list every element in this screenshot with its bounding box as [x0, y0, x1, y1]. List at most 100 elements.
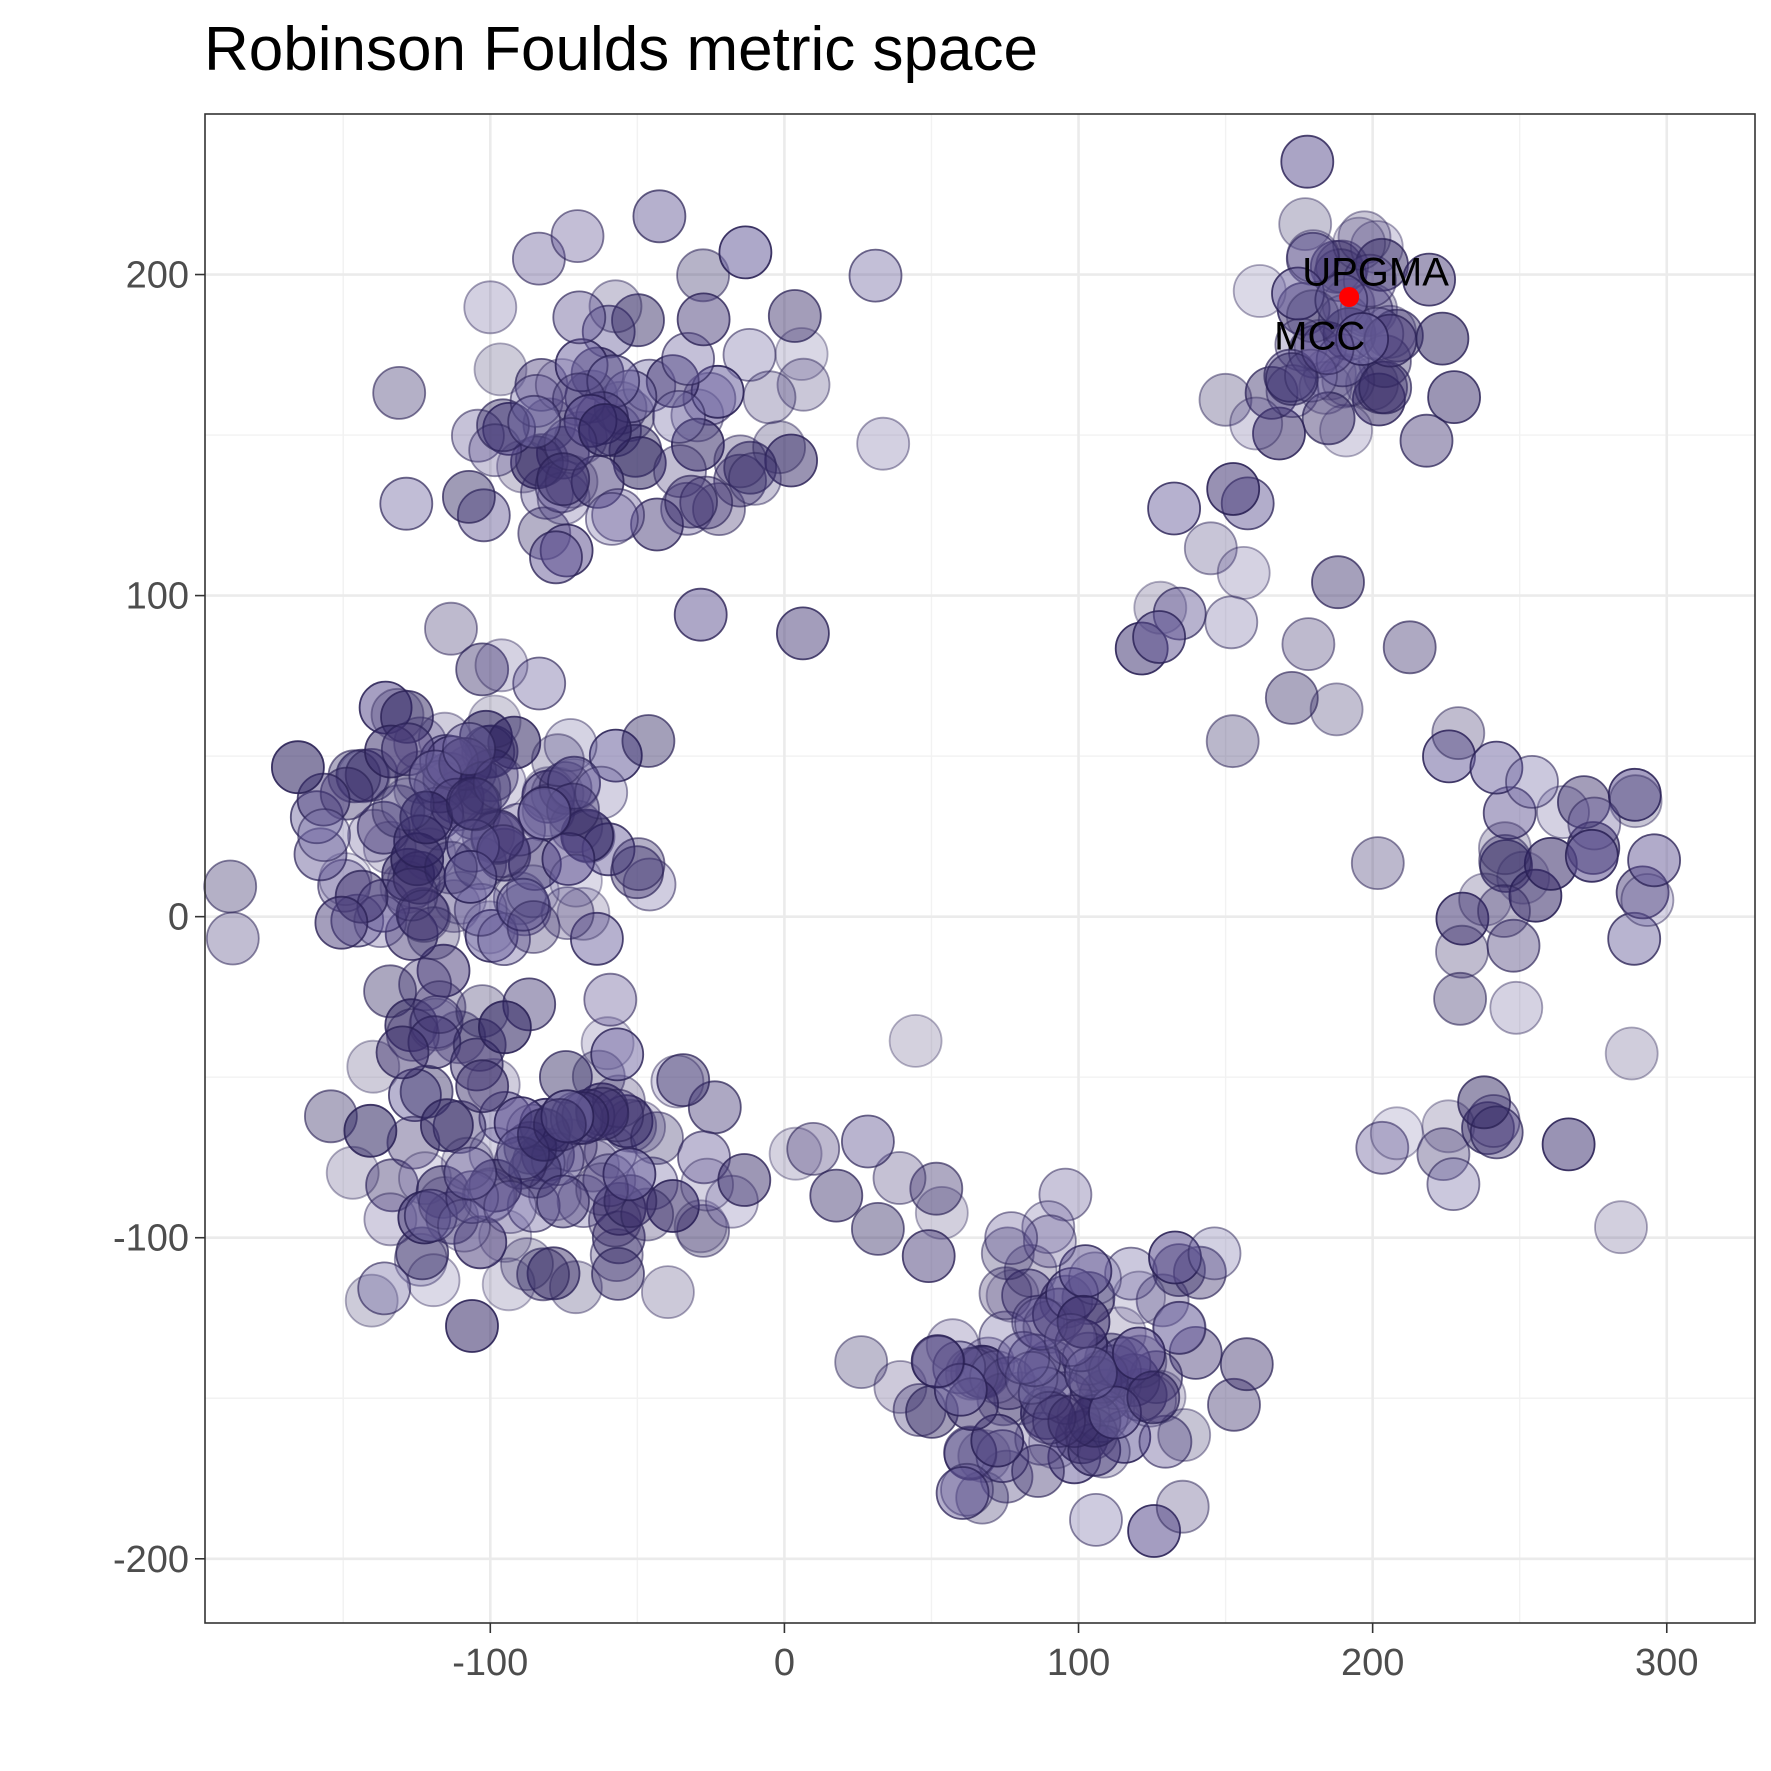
scatter-point — [500, 1237, 554, 1291]
scatter-point — [442, 722, 496, 776]
scatter-point — [856, 416, 911, 471]
annotation-label: MCC — [1274, 315, 1365, 359]
scatter-point — [940, 1462, 994, 1517]
scatter-point — [539, 523, 594, 578]
scatter-point — [728, 451, 782, 506]
scatter-point — [588, 279, 643, 334]
scatter-point — [1478, 834, 1532, 888]
scatter-point — [585, 492, 639, 546]
scatter-point — [364, 724, 418, 779]
scatter-point — [550, 209, 605, 264]
scatter-point — [473, 342, 528, 397]
scatter-point — [909, 1161, 964, 1216]
scatter-point — [1350, 836, 1405, 890]
scatter-point — [575, 1162, 629, 1216]
scatter-point — [1138, 1414, 1193, 1469]
scatter-point — [1286, 229, 1341, 284]
scatter-point — [1183, 521, 1238, 576]
scatter-point — [1332, 216, 1386, 271]
scatter-point — [1615, 865, 1670, 920]
scatter-point — [1594, 1200, 1648, 1255]
scatter-point — [578, 403, 632, 457]
scatter-point — [529, 530, 583, 585]
scatter-point — [646, 1179, 700, 1233]
scatter-point — [528, 1167, 582, 1222]
scatter-point — [786, 1122, 841, 1176]
highlight-layer: UPGMA MCC — [1274, 250, 1449, 358]
scatter-point — [533, 1098, 587, 1152]
scatter-point — [1337, 210, 1392, 265]
scatter-point — [1399, 413, 1454, 468]
scatter-point — [474, 638, 529, 693]
scatter-point — [1369, 1106, 1424, 1161]
scatter-point — [723, 440, 778, 495]
scatter-point — [1187, 1226, 1242, 1281]
scatter-point — [472, 756, 527, 810]
scatter-point — [641, 1265, 695, 1319]
scatter-point — [764, 433, 818, 488]
scatter-point — [671, 417, 725, 472]
scatter-point — [453, 1215, 508, 1270]
scatter-point — [445, 776, 500, 831]
scatter-point — [996, 1330, 1051, 1385]
scatter-point — [664, 474, 718, 529]
scatter-point — [1157, 1408, 1212, 1462]
scatter-point — [742, 370, 797, 425]
scatter-point — [1358, 360, 1413, 415]
scatter-point — [673, 1199, 728, 1254]
scatter-point — [602, 1147, 657, 1202]
scatter-point — [476, 398, 530, 453]
scatter-point — [419, 1098, 474, 1153]
scatter-point — [1477, 884, 1531, 938]
scatter-point — [1112, 1326, 1166, 1381]
panel-border — [204, 113, 1756, 1624]
scatter-point — [1264, 671, 1319, 725]
scatter-point — [1132, 610, 1186, 664]
scatter-point — [713, 434, 768, 489]
y-tick-label: 100 — [126, 576, 189, 618]
scatter-point — [397, 1190, 452, 1245]
scatter-point — [910, 1334, 965, 1389]
x-tick-label: 300 — [1635, 1642, 1698, 1684]
scatter-point — [406, 906, 461, 961]
scatter-point — [1032, 1394, 1086, 1448]
scatter-point — [1604, 1026, 1659, 1081]
scatter-point — [536, 452, 591, 507]
y-tick-label: 0 — [168, 897, 189, 939]
x-tick-label: 100 — [1047, 1642, 1110, 1684]
scatter-point — [409, 995, 464, 1049]
scatter-point — [1433, 971, 1487, 1026]
scatter-point — [205, 911, 260, 966]
scatter-point — [406, 1253, 461, 1308]
scatter-point — [1335, 312, 1389, 366]
annotation-label: UPGMA — [1302, 250, 1449, 294]
scatter-point — [512, 656, 567, 711]
scatter-point — [652, 389, 706, 444]
scatter-point — [1064, 1346, 1118, 1400]
scatter-point — [718, 225, 773, 280]
scatter-point — [1127, 1504, 1181, 1558]
scatter-point — [384, 907, 439, 961]
scatter-point — [583, 972, 638, 1027]
scatter-point — [476, 824, 531, 878]
scatter-point — [477, 1000, 532, 1055]
scatter-point — [507, 394, 562, 449]
scatter-point — [1435, 924, 1489, 979]
scatter-point — [1281, 617, 1336, 671]
scatter-point — [424, 840, 478, 895]
scatter-point — [1265, 352, 1319, 406]
scatter-point — [481, 1257, 536, 1312]
scatter-point — [590, 1027, 645, 1082]
scatter-point — [1284, 348, 1338, 403]
scatter-point — [588, 728, 643, 783]
scatter-point — [1431, 706, 1486, 760]
scatter-point — [1216, 546, 1271, 600]
scatter-point — [1152, 1300, 1206, 1355]
scatter-point — [397, 889, 451, 943]
scatter-point — [1469, 740, 1524, 795]
scatter-point — [632, 189, 687, 244]
scatter-point — [549, 853, 603, 908]
scatter-point — [1271, 266, 1325, 321]
scatter-point — [1112, 1270, 1166, 1325]
scatter-point — [1355, 1120, 1410, 1175]
